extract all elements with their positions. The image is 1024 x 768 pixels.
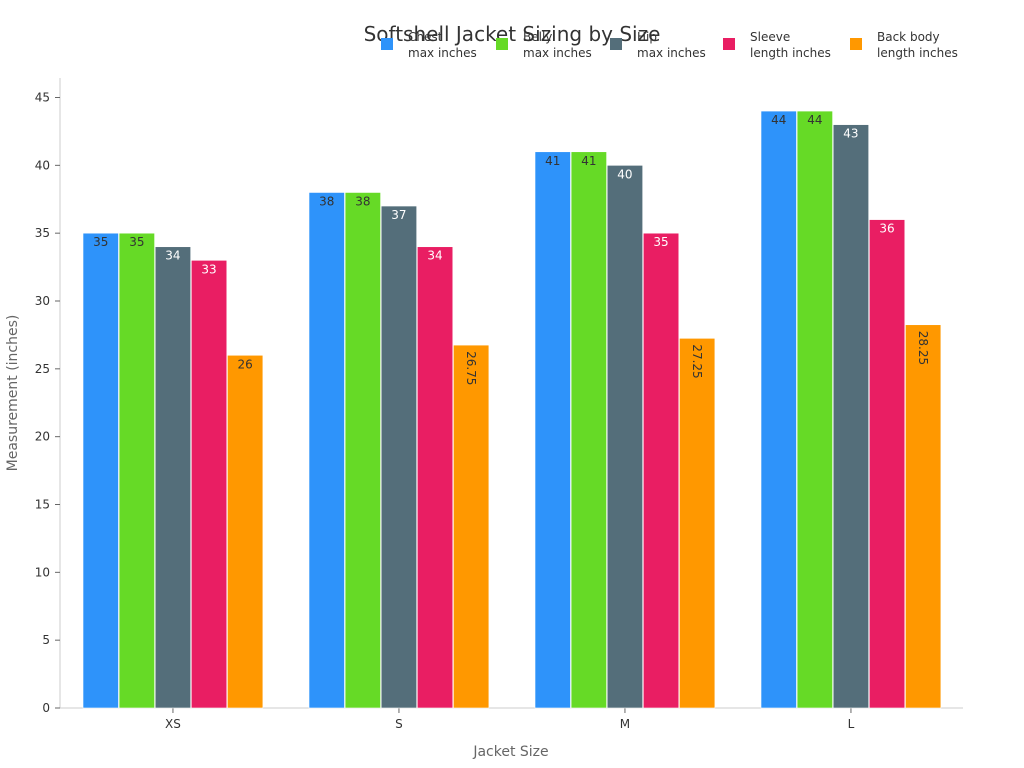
bar-value-label: 44 (771, 113, 786, 127)
bar-value-label: 41 (545, 154, 560, 168)
bar (308, 192, 345, 709)
legend: Chest max inches Belly max inches Hip max inc… (381, 30, 958, 60)
y-tick-label: 30 (35, 294, 50, 308)
bar (154, 246, 191, 709)
bar-value-label: 38 (355, 194, 370, 208)
y-tick-label: 20 (35, 430, 50, 444)
bar (118, 232, 155, 709)
y-tick-label: 0 (42, 701, 50, 715)
bar-value-label: 36 (879, 222, 894, 236)
bar (796, 110, 833, 709)
bar (416, 246, 454, 709)
legend-swatch (850, 38, 862, 50)
bar-value-label: 35 (129, 235, 144, 249)
bar (227, 354, 264, 709)
bar-value-label: 37 (391, 208, 406, 222)
bar-value-label: 34 (427, 249, 442, 263)
legend-swatch (723, 38, 735, 50)
x-tick-label: XS (165, 717, 181, 731)
bar-value-label: 43 (843, 127, 858, 141)
y-tick-label: 45 (35, 91, 50, 105)
bar (534, 151, 571, 709)
y-tick-label: 15 (35, 498, 50, 512)
bar (191, 259, 228, 709)
bar (760, 110, 797, 709)
bar (570, 151, 607, 709)
y-tick-label: 25 (35, 362, 50, 376)
bar (905, 324, 942, 709)
x-tick-label: M (620, 717, 630, 731)
legend-label: Sleeve (750, 30, 790, 44)
bar (868, 219, 906, 709)
bar-value-label: 26.75 (464, 351, 478, 385)
y-tick-label: 10 (35, 565, 50, 579)
bar-value-label: 35 (93, 235, 108, 249)
legend-label: Belly (523, 30, 552, 44)
bar-value-label: 35 (653, 235, 668, 249)
bar (380, 205, 418, 709)
bar (832, 124, 870, 709)
legend-label: Chest (408, 30, 443, 44)
legend-label: length inches (877, 46, 958, 60)
legend-swatch (381, 38, 393, 50)
bar-value-label: 27.25 (690, 344, 704, 378)
legend-label: Hip (637, 30, 657, 44)
bar-value-label: 33 (201, 262, 216, 276)
legend-label: length inches (750, 46, 831, 60)
y-tick-label: 40 (35, 158, 50, 172)
legend-label: max inches (408, 46, 477, 60)
bar (344, 192, 381, 709)
y-axis-title: Measurement (inches) (5, 315, 21, 472)
bar-value-label: 38 (319, 194, 334, 208)
plot-area: 0 5 10 15 20 25 30 35 40 45 XS 35 35 34 33 26 S 38 38 37 34 2… (35, 78, 963, 731)
bar-value-label: 28.25 (916, 331, 930, 365)
bar (606, 165, 644, 709)
x-tick-label: L (848, 717, 855, 731)
x-tick-label: S (395, 717, 403, 731)
bar (679, 338, 716, 709)
bar (642, 232, 680, 709)
legend-swatch (496, 38, 508, 50)
legend-label: max inches (523, 46, 592, 60)
legend-swatch (610, 38, 622, 50)
bar-value-label: 40 (617, 167, 632, 181)
bar (82, 232, 119, 709)
bar-value-label: 34 (165, 249, 180, 263)
bar-value-label: 41 (581, 154, 596, 168)
x-axis-title: Jacket Size (472, 744, 548, 760)
bar (453, 344, 490, 709)
bar-value-label: 26 (238, 357, 253, 371)
y-tick-label: 35 (35, 226, 50, 240)
y-tick-label: 5 (42, 633, 50, 647)
legend-label: max inches (637, 46, 706, 60)
legend-label: Back body (877, 30, 940, 44)
bar-value-label: 44 (807, 113, 822, 127)
